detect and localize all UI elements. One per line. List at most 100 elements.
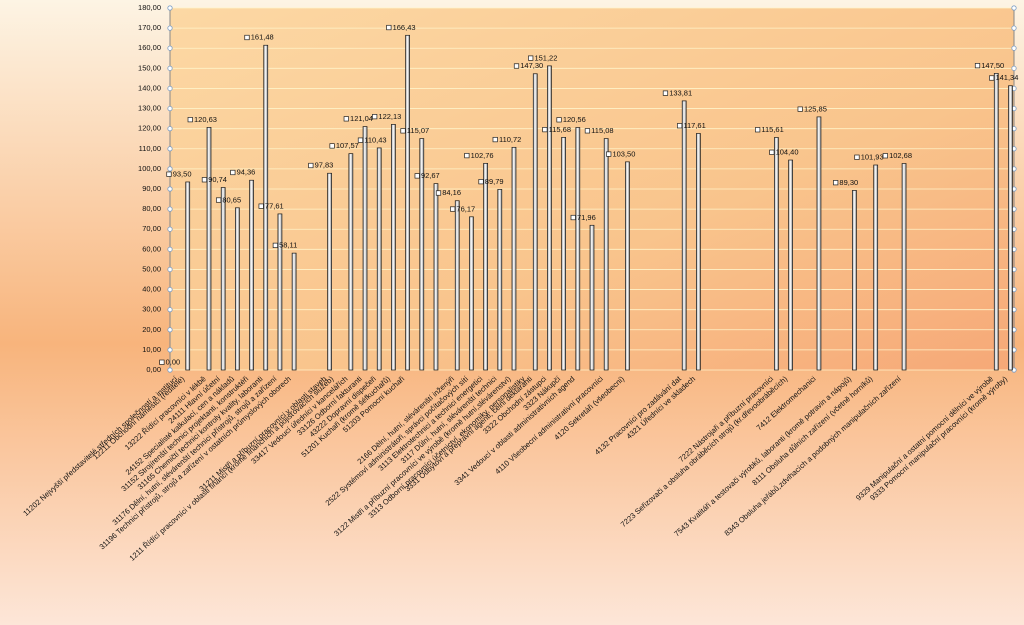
data-label-marker (201, 177, 208, 183)
data-label-marker (450, 206, 456, 212)
data-label-marker (854, 154, 860, 160)
data-label: 102,76 (471, 151, 494, 160)
data-label: 107,57 (336, 141, 359, 150)
y-tick-label: 70,00 (142, 224, 161, 233)
data-label-marker (974, 63, 981, 69)
y-tick-label: 180,00 (138, 3, 161, 12)
data-label-marker (244, 34, 250, 41)
tick-mark (167, 25, 173, 31)
data-label: 71,96 (577, 213, 596, 222)
data-label: 117,61 (683, 121, 705, 130)
bar (277, 213, 283, 371)
bar (816, 116, 822, 371)
data-label: 103,50 (612, 149, 635, 158)
tick-mark (1011, 65, 1017, 71)
tick-mark (167, 65, 173, 71)
data-label: 0,00 (166, 357, 181, 366)
data-label-marker (606, 151, 612, 157)
tick-mark (167, 45, 173, 51)
data-label: 147,30 (520, 61, 543, 70)
bar (532, 73, 538, 371)
bar (249, 179, 254, 371)
data-label-marker (414, 173, 420, 179)
bar (291, 252, 297, 371)
data-label: 133,81 (669, 88, 692, 97)
data-label: 93,50 (173, 169, 192, 178)
tick-mark (167, 126, 173, 132)
bar (469, 216, 474, 371)
data-label-marker (329, 143, 335, 149)
tick-mark (167, 286, 173, 293)
bar (1008, 85, 1013, 371)
data-label: 122,13 (378, 112, 401, 121)
tick-mark (167, 246, 173, 252)
data-label-marker (272, 242, 278, 248)
data-label: 94,36 (237, 168, 256, 177)
bar (589, 224, 595, 371)
data-label: 147,50 (981, 61, 1004, 70)
data-label: 76,17 (456, 204, 475, 213)
y-tick-label: 100,00 (138, 164, 161, 173)
data-label-marker (882, 153, 888, 159)
data-label-marker (989, 75, 995, 81)
data-label-marker (357, 137, 364, 143)
data-label: 161,48 (251, 33, 274, 42)
bar (235, 207, 240, 371)
bar (788, 159, 793, 371)
y-tick-label: 160,00 (138, 43, 161, 52)
data-label: 115,08 (591, 126, 613, 135)
bar (561, 137, 566, 371)
data-label: 89,79 (485, 177, 504, 186)
data-label-marker (400, 128, 406, 134)
data-label-marker (570, 214, 576, 221)
bar (185, 181, 191, 371)
bar (454, 200, 460, 371)
bar (681, 100, 687, 371)
data-label-marker (755, 127, 761, 133)
y-tick-label: 60,00 (142, 244, 161, 253)
tick-mark (167, 367, 173, 373)
data-label-marker (216, 197, 222, 203)
y-tick-label: 130,00 (138, 104, 161, 113)
tick-mark (167, 186, 173, 192)
bar (696, 133, 701, 371)
data-label-marker (187, 117, 193, 123)
data-label-marker (492, 136, 498, 143)
data-label-marker (166, 171, 172, 177)
tick-mark (167, 146, 173, 152)
bar (625, 161, 630, 371)
data-label: 166,43 (393, 23, 416, 32)
y-tick-label: 10,00 (142, 345, 161, 354)
data-label-marker (386, 24, 392, 31)
y-tick-label: 40,00 (142, 285, 161, 294)
data-label-marker (542, 127, 548, 133)
data-label-marker (833, 180, 839, 186)
data-label-marker (159, 359, 165, 365)
data-label: 121,04 (350, 114, 373, 123)
data-label: 89,30 (839, 178, 858, 187)
y-tick-label: 20,00 (142, 325, 161, 334)
data-label: 84,16 (442, 188, 461, 197)
data-label-marker (464, 152, 470, 159)
data-label-marker (308, 162, 314, 169)
data-label-marker (513, 63, 520, 69)
bar (391, 124, 396, 371)
bar (483, 162, 488, 371)
bar (993, 73, 999, 371)
data-label-marker (769, 149, 775, 155)
tick-mark (167, 307, 173, 313)
data-label-marker (230, 169, 236, 176)
y-tick-label: 140,00 (138, 83, 161, 92)
bar (497, 189, 503, 371)
bar (362, 126, 368, 371)
data-label: 90,74 (208, 175, 227, 184)
bar (901, 163, 907, 371)
tick-mark (1011, 45, 1017, 51)
tick-mark (167, 347, 173, 353)
tick-mark (1011, 25, 1017, 31)
data-label: 58,11 (279, 241, 297, 250)
bar (575, 127, 581, 371)
data-label-marker (435, 190, 442, 196)
bar (603, 138, 609, 371)
tick-mark (167, 327, 173, 333)
